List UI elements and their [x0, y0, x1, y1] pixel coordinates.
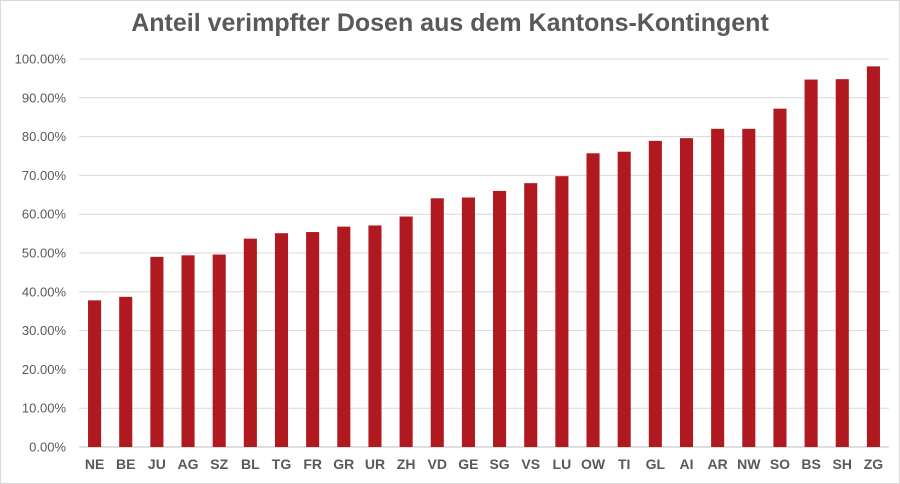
bar-gl: [648, 140, 662, 448]
y-tick-label: 40.00%: [22, 284, 67, 299]
bar-vs: [524, 183, 538, 447]
bar-ne: [88, 300, 102, 447]
y-tick-label: 80.00%: [22, 129, 67, 144]
x-tick-label: SH: [833, 456, 852, 472]
x-tick-label: ZH: [397, 456, 416, 472]
bar-ar: [711, 128, 725, 447]
y-tick-label: 100.00%: [15, 52, 67, 67]
x-tick-label: BS: [801, 456, 820, 472]
bar-nw: [742, 128, 756, 447]
x-tick-label: JU: [148, 456, 166, 472]
x-tick-label: TG: [272, 456, 292, 472]
y-tick-label: 60.00%: [22, 207, 67, 222]
x-tick-label: BE: [116, 456, 135, 472]
bars: [88, 66, 880, 448]
bar-sz: [212, 254, 226, 447]
bar-tg: [274, 233, 289, 447]
bar-gr: [337, 226, 351, 447]
bar-sh: [835, 79, 849, 448]
bar-ju: [150, 256, 164, 447]
bar-fr: [306, 232, 320, 447]
bar-ur: [368, 225, 382, 447]
x-tick-label: AG: [178, 456, 199, 472]
x-tick-label: TI: [618, 456, 630, 472]
y-tick-label: 20.00%: [22, 362, 67, 377]
y-tick-label: 0.00%: [29, 440, 66, 455]
bar-zg: [866, 66, 880, 447]
x-tick-label: LU: [553, 456, 572, 472]
x-axis-category-labels: NE BE JU AG SZ BL TG FR GR UR ZH VD GE SG VS LU OW TI GL AI…: [85, 456, 883, 472]
y-tick-label: 70.00%: [22, 168, 67, 183]
bar-ai: [679, 138, 694, 448]
x-tick-label: GR: [333, 456, 354, 472]
x-tick-label: GE: [458, 456, 478, 472]
x-tick-label: AR: [708, 456, 728, 472]
bar-sg: [493, 190, 507, 448]
bar-zh: [399, 216, 413, 447]
bar-bs: [804, 79, 818, 448]
bar-lu: [555, 176, 569, 447]
x-tick-label: ZG: [864, 456, 884, 472]
bar-ge: [461, 197, 475, 447]
x-tick-label: GL: [646, 456, 666, 472]
bar-ti: [617, 151, 631, 447]
x-tick-label: UR: [365, 456, 385, 472]
bar-so: [773, 108, 787, 447]
x-tick-label: NW: [737, 456, 761, 472]
y-tick-label: 90.00%: [22, 90, 67, 105]
x-tick-label: VS: [521, 456, 540, 472]
y-tick-label: 10.00%: [22, 401, 67, 416]
x-tick-label: OW: [581, 456, 606, 472]
bar-be: [119, 296, 133, 447]
x-tick-label: BL: [241, 456, 260, 472]
x-tick-label: AI: [680, 456, 694, 472]
bar-vd: [430, 198, 444, 447]
x-tick-label: NE: [85, 456, 104, 472]
bar-ow: [586, 153, 600, 447]
bar-ag: [181, 255, 195, 447]
y-axis-ticks: 0.00% 10.00% 20.00% 30.00% 40.00% 50.00% 60.00…: [15, 52, 67, 455]
x-tick-label: SO: [770, 456, 790, 472]
gridlines: [79, 58, 889, 448]
y-tick-label: 50.00%: [22, 246, 67, 261]
bar-bl: [243, 238, 257, 447]
y-tick-label: 30.00%: [22, 323, 67, 338]
x-tick-label: SZ: [210, 456, 228, 472]
chart-title: Anteil verimpfter Dosen aus dem Kantons-…: [131, 9, 769, 37]
x-tick-label: SG: [489, 456, 509, 472]
x-tick-label: FR: [303, 456, 322, 472]
x-tick-label: VD: [428, 456, 447, 472]
